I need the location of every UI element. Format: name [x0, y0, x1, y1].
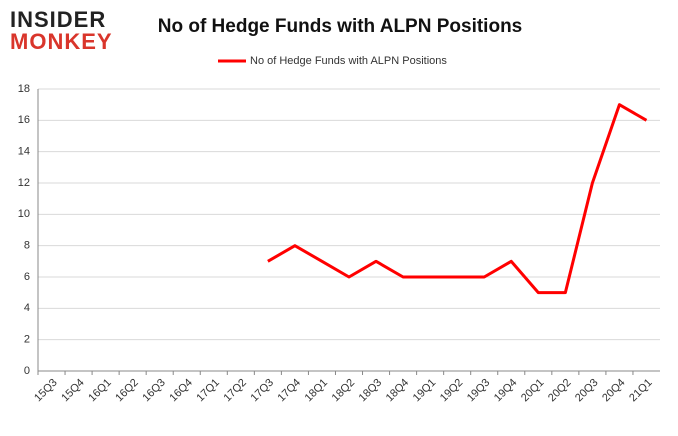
- line-series: [267, 103, 648, 295]
- y-tick-label: 6: [24, 271, 30, 283]
- y-tick-label: 0: [24, 365, 30, 377]
- y-tick-label: 8: [24, 240, 30, 252]
- y-tick-label: 18: [18, 83, 30, 95]
- legend-label: No of Hedge Funds with ALPN Positions: [250, 55, 447, 67]
- y-tick-label: 2: [24, 334, 30, 346]
- y-tick-label: 4: [24, 302, 30, 314]
- y-tick-label: 14: [18, 146, 30, 158]
- logo-bottom: MONKEY: [10, 29, 113, 54]
- logo-top: INSIDER: [10, 7, 106, 32]
- y-tick-label: 12: [18, 177, 30, 189]
- y-tick-label: 10: [18, 208, 30, 220]
- chart-title: No of Hedge Funds with ALPN Positions: [158, 16, 523, 37]
- y-tick-label: 16: [18, 114, 30, 126]
